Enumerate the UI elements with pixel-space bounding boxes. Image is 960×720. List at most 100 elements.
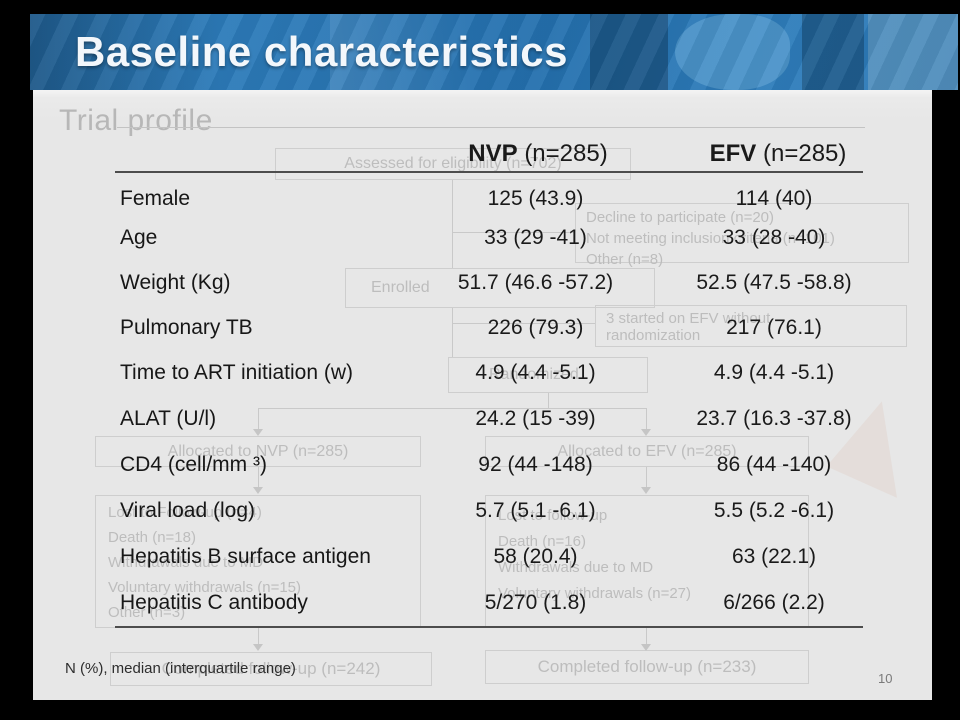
row-value-nvp: 5.7 (5.1 -6.1) <box>475 499 596 522</box>
ghost-arrow-down-icon <box>253 487 263 494</box>
ghost-connector <box>452 323 595 324</box>
row-value-efv: 63 (22.1) <box>731 545 817 568</box>
ghost-flowchart: Trial profile Assessed for eligibility (… <box>33 90 932 700</box>
ghost-arrow-down-icon <box>641 487 651 494</box>
ghost-box-assessed: Assessed for eligibility (n=702) <box>275 148 631 180</box>
row-value-nvp: 58 (20.4) <box>493 545 578 568</box>
table-row: Age 33 (29 -41) 33 (28 -40) <box>33 224 932 252</box>
ghost-slide-title: Trial profile <box>59 104 213 137</box>
ghost-line: Withdrawals due to MD <box>498 559 654 576</box>
row-label: Female <box>120 187 191 210</box>
table-rule-bottom <box>115 626 863 628</box>
slide-header: Baseline characteristics <box>30 14 958 90</box>
ghost-line: Death (n=16) <box>498 533 586 550</box>
ghost-line: Voluntary withdrawals (n=15) <box>108 579 302 596</box>
row-value-efv: 33 (28 -40) <box>722 226 826 249</box>
ghost-connector <box>646 467 647 488</box>
ghost-line: Voluntary withdrawals (n=27) <box>498 585 692 602</box>
table-row: Time to ART initiation (w) 4.9 (4.4 -5.1… <box>33 359 932 387</box>
column-n: (n=285) <box>524 140 608 167</box>
table-row: Hepatitis B surface antigen 58 (20.4) 63… <box>33 543 932 571</box>
row-value-nvp: 125 (43.9) <box>487 187 584 210</box>
row-label: Time to ART initiation (w) <box>120 361 354 384</box>
table-row: Weight (Kg) 51.7 (46.6 -57.2) 52.5 (47.5… <box>33 269 932 297</box>
table-row: CD4 (cell/mm ³) 92 (44 -148) 86 (44 -140… <box>33 451 932 479</box>
row-label: Weight (Kg) <box>120 271 231 294</box>
header-photo-collage <box>868 14 958 90</box>
row-value-nvp: 92 (44 -148) <box>478 453 593 476</box>
column-drug-name: EFV <box>709 140 757 167</box>
ghost-box-randomized: Randomized <box>448 357 648 393</box>
table-row: ALAT (U/l) 24.2 (15 -39) 23.7 (16.3 -37.… <box>33 405 932 433</box>
table-rule-top <box>115 171 863 173</box>
row-value-nvp: 226 (79.3) <box>487 316 584 339</box>
ghost-box-allocated-nvp: Allocated to NVP (n=285) <box>95 436 421 467</box>
row-label: Pulmonary TB <box>120 316 253 339</box>
column-drug-name: NVP <box>468 140 518 167</box>
ghost-box-efv-outcomes: Lost to follow-up Death (n=16) Withdrawa… <box>485 495 809 628</box>
ghost-connector <box>258 467 259 488</box>
column-header-nvp: NVP (n=285) <box>413 140 663 168</box>
header-photo-collage <box>802 14 864 90</box>
ghost-arrow-down-icon <box>641 429 651 436</box>
ghost-connector <box>258 628 259 645</box>
row-label: Viral load (log) <box>120 499 256 522</box>
table-row: Viral load (log) 5.7 (5.1 -6.1) 5.5 (5.2… <box>33 497 932 525</box>
header-photo-collage <box>590 14 668 90</box>
row-value-efv: 114 (40) <box>735 187 813 210</box>
row-value-efv: 23.7 (16.3 -37.8) <box>696 407 852 430</box>
page-number: 10 <box>878 671 893 686</box>
column-n: (n=285) <box>762 140 847 167</box>
row-value-nvp: 4.9 (4.4 -5.1) <box>475 361 596 384</box>
ghost-line: Lost to Follow-up (n=4) <box>108 504 262 521</box>
ghost-box-excluded: Decline to participate (n=20) Not meetin… <box>575 203 909 268</box>
row-value-efv: 86 (44 -140) <box>716 453 832 476</box>
header-photo-collage <box>675 14 790 90</box>
ghost-box-efv-without-randomization: 3 started on EFV without randomization <box>595 305 907 347</box>
row-value-efv: 5.5 (5.2 -6.1) <box>713 499 835 522</box>
ghost-line: randomization <box>606 327 701 344</box>
ghost-box-allocated-efv: Allocated to EFV (n=285) <box>485 436 809 467</box>
ghost-arrow-down-icon <box>253 644 263 651</box>
row-value-efv: 217 (76.1) <box>726 316 822 339</box>
ghost-line: 3 started on EFV without <box>606 310 771 327</box>
ghost-box-enrolled: Enrolled <box>345 268 655 308</box>
row-label: ALAT (U/l) <box>120 407 217 430</box>
ghost-arrow-down-icon <box>641 644 651 651</box>
ghost-connector <box>258 408 259 430</box>
row-value-efv: 52.5 (47.5 -58.8) <box>696 271 852 294</box>
ghost-connector <box>646 408 647 430</box>
ghost-connector <box>452 308 453 357</box>
row-label: Hepatitis B surface antigen <box>120 545 371 568</box>
table-row: Pulmonary TB 226 (79.3) 217 (76.1) <box>33 314 932 342</box>
row-value-efv: 6/266 (2.2) <box>723 591 825 614</box>
ghost-arrow-down-icon <box>253 429 263 436</box>
row-value-nvp: 5/270 (1.8) <box>484 591 587 614</box>
column-header-efv: EFV (n=285) <box>653 140 903 168</box>
header-photo-collage <box>30 14 958 90</box>
row-label: CD4 (cell/mm ³) <box>120 453 267 476</box>
ghost-connector <box>258 408 647 409</box>
row-value-efv: 4.9 (4.4 -5.1) <box>713 361 835 384</box>
ghost-connector <box>646 628 647 645</box>
row-label: Age <box>120 226 158 249</box>
footnote: N (%), median (interquartile range) <box>65 660 296 677</box>
row-value-nvp: 51.7 (46.6 -57.2) <box>457 271 614 294</box>
header-photo-collage <box>30 14 220 90</box>
ghost-line: Lost to follow-up <box>498 507 608 524</box>
row-label: Hepatitis C antibody <box>120 591 308 614</box>
ghost-line: Not meeting inclusion criteria (n=101) <box>586 230 835 247</box>
ghost-line: Other (n=8) <box>586 251 664 268</box>
header-photo-collage <box>330 14 470 90</box>
ghost-line: Decline to participate (n=20) <box>586 209 775 226</box>
ghost-connector <box>452 232 575 233</box>
table-row: Hepatitis C antibody 5/270 (1.8) 6/266 (… <box>33 589 932 617</box>
ghost-connector <box>452 180 453 268</box>
ghost-box-completed-nvp: Completed follow-up (n=242) <box>110 652 432 686</box>
ghost-line: Death (n=18) <box>108 529 196 546</box>
table-row: Female 125 (43.9) 114 (40) <box>33 185 932 213</box>
ghost-title-underline <box>117 127 865 128</box>
ghost-box-nvp-outcomes: Lost to Follow-up (n=4) Death (n=18) Wit… <box>95 495 421 628</box>
baseline-table: NVP (n=285) EFV (n=285) Female 125 (43.9… <box>33 90 932 700</box>
